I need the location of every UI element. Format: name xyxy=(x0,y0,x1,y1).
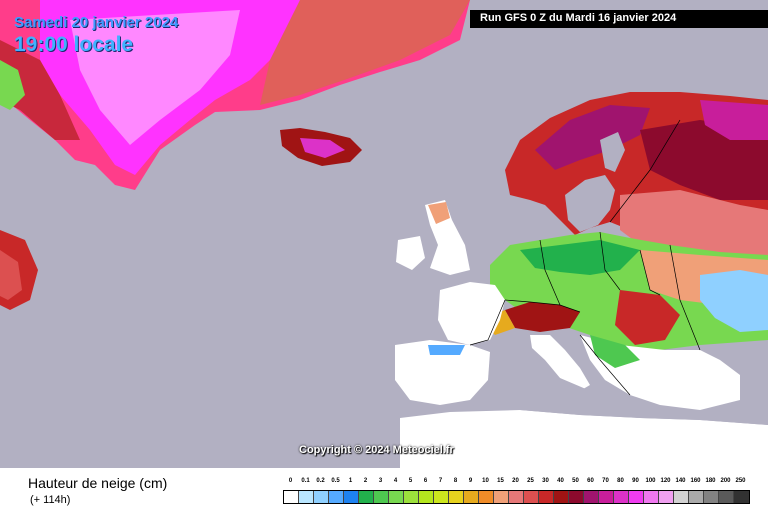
pyrenees-snow xyxy=(428,345,465,355)
legend-swatch xyxy=(629,491,644,503)
greenland-ice-cap-high xyxy=(70,10,240,145)
legend-swatch xyxy=(299,491,314,503)
legend-label: 4 xyxy=(393,478,398,484)
legend-label: 90 xyxy=(632,478,639,484)
legend-label: 1 xyxy=(348,478,353,484)
iceland-interior xyxy=(300,138,345,158)
carpathians-snow xyxy=(615,290,680,345)
legend-swatch xyxy=(494,491,509,503)
legend-label: 20 xyxy=(512,478,519,484)
legend-swatch xyxy=(539,491,554,503)
legend-swatch xyxy=(479,491,494,503)
legend-swatch xyxy=(614,491,629,503)
legend-label: 80 xyxy=(617,478,624,484)
legend-label: 250 xyxy=(735,478,746,484)
legend-label: 0.5 xyxy=(331,478,340,484)
country-borders xyxy=(469,119,701,396)
legend-swatch xyxy=(599,491,614,503)
alps-snow xyxy=(505,302,580,332)
legend-label: 200 xyxy=(720,478,731,484)
legend-swatch xyxy=(359,491,374,503)
legend-label: 9 xyxy=(468,478,473,484)
legend-label: 50 xyxy=(572,478,579,484)
legend-label: 15 xyxy=(497,478,504,484)
legend-swatch xyxy=(644,491,659,503)
legend-label: 8 xyxy=(453,478,458,484)
legend-swatch xyxy=(404,491,419,503)
legend-swatch xyxy=(674,491,689,503)
legend-label: 25 xyxy=(527,478,534,484)
iberia-landmass xyxy=(395,340,490,405)
legend-label: 180 xyxy=(705,478,716,484)
legend-label: 2 xyxy=(363,478,368,484)
greenland-east-coast xyxy=(260,0,470,105)
legend-swatch xyxy=(464,491,479,503)
color-scale-legend: 0 0.1 0.2 0.5 1 2 3 4 5 6 7 8 9 10 15 20 25 30 40 50 60 70 80 9… xyxy=(283,478,750,508)
legend-swatch xyxy=(389,491,404,503)
baltic-sea xyxy=(565,175,615,232)
legend-swatch xyxy=(449,491,464,503)
legend-swatches xyxy=(283,490,750,504)
legend-label: 0.1 xyxy=(301,478,310,484)
ukraine-blue-zone xyxy=(700,270,768,332)
greenland-west-fringe xyxy=(0,60,25,110)
balkans-snow xyxy=(590,335,640,368)
legend-label: 3 xyxy=(378,478,383,484)
legend-label: 5 xyxy=(408,478,413,484)
snow-depth-map: Samedi 20 janvier 2024 19:00 locale Run … xyxy=(0,0,768,468)
map-canvas xyxy=(0,0,768,468)
legend-label: 10 xyxy=(482,478,489,484)
legend-label: 0 xyxy=(288,478,293,484)
france-landmass xyxy=(438,282,505,345)
legend-label: 140 xyxy=(675,478,686,484)
legend-swatch xyxy=(284,491,299,503)
legend-swatch xyxy=(374,491,389,503)
mediterranean-sea xyxy=(470,355,768,425)
legend-label: 40 xyxy=(557,478,564,484)
legend-swatch xyxy=(584,491,599,503)
legend-swatch xyxy=(659,491,674,503)
legend-labels: 0 0.1 0.2 0.5 1 2 3 4 5 6 7 8 9 10 15 20 25 30 40 50 60 70 80 9… xyxy=(283,478,749,488)
legend-label: 0.2 xyxy=(316,478,325,484)
legend-swatch xyxy=(569,491,584,503)
legend-swatch xyxy=(434,491,449,503)
legend-bar: Hauteur de neige (cm) (+ 114h) 0 0.1 0.2 0.… xyxy=(0,468,768,512)
legend-label: 7 xyxy=(438,478,443,484)
legend-label: 70 xyxy=(602,478,609,484)
legend-swatch xyxy=(689,491,704,503)
legend-swatch xyxy=(554,491,569,503)
legend-swatch xyxy=(344,491,359,503)
scandinavia-mountains xyxy=(535,105,650,170)
legend-swatch xyxy=(734,491,749,503)
variable-title: Hauteur de neige (cm) xyxy=(28,475,168,491)
legend-swatch xyxy=(524,491,539,503)
legend-swatch xyxy=(329,491,344,503)
italy-landmass xyxy=(530,335,590,392)
north-africa-landmass xyxy=(400,410,768,468)
russia-east-snow xyxy=(700,100,768,140)
scotland-snow xyxy=(428,202,450,224)
model-run-label: Run GFS 0 Z du Mardi 16 janvier 2024 xyxy=(470,10,768,28)
legend-label: 120 xyxy=(660,478,671,484)
legend-swatch xyxy=(509,491,524,503)
valid-time: 19:00 locale xyxy=(14,33,134,56)
legend-swatch xyxy=(704,491,719,503)
greenland-west-coast xyxy=(0,40,80,140)
ireland-landmass xyxy=(396,236,425,270)
legend-label: 6 xyxy=(423,478,428,484)
legend-label: 30 xyxy=(542,478,549,484)
labrador-fringe xyxy=(0,250,22,300)
valid-date: Samedi 20 janvier 2024 xyxy=(14,14,179,31)
legend-swatch xyxy=(314,491,329,503)
gulf-of-bothnia xyxy=(600,132,625,172)
legend-label: 60 xyxy=(587,478,594,484)
legend-swatch xyxy=(419,491,434,503)
legend-label: 100 xyxy=(645,478,656,484)
germany-poland-snow xyxy=(520,240,640,275)
legend-label: 160 xyxy=(690,478,701,484)
lead-time: (+ 114h) xyxy=(30,494,71,506)
copyright-notice: Copyright © 2024 Meteociel.fr xyxy=(299,444,454,456)
legend-swatch xyxy=(719,491,734,503)
